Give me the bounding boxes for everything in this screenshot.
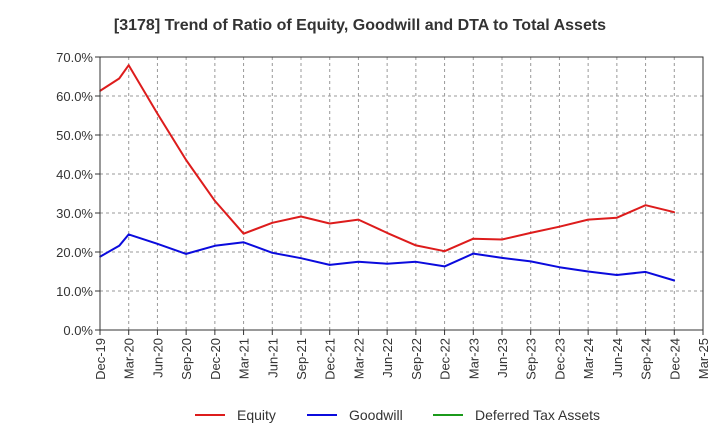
plot-frame [99, 56, 704, 331]
data-point [616, 216, 618, 219]
y-tick-label: 20.0% [56, 245, 93, 260]
legend-label: Equity [237, 407, 276, 423]
y-tick-label: 50.0% [56, 128, 93, 143]
data-point [271, 221, 274, 224]
data-point [587, 218, 589, 221]
x-tick-label: Sep-21 [294, 338, 309, 380]
data-point [156, 243, 159, 245]
series-lines [99, 64, 676, 282]
data-point [300, 257, 302, 260]
x-tick-label: Dec-23 [552, 338, 567, 380]
data-point [443, 265, 446, 268]
data-point [328, 222, 331, 225]
data-point [443, 250, 446, 253]
x-tick-label: Mar-20 [122, 338, 137, 379]
x-tick-label: Sep-22 [409, 338, 424, 380]
data-point [118, 244, 121, 247]
data-point [558, 225, 561, 228]
x-tick-label: Jun-20 [150, 338, 165, 378]
data-point [328, 264, 331, 266]
data-point [156, 112, 159, 115]
legend-label: Deferred Tax Assets [475, 407, 600, 423]
data-point [472, 252, 475, 255]
data-point [127, 233, 130, 236]
legend: Equity Goodwill Deferred Tax Assets [195, 407, 600, 423]
x-axis: Dec-19 Mar-20 Jun-20 Sep-20 Dec-20 Mar-21 Jun-… [93, 330, 711, 380]
y-tick-label: 70.0% [56, 50, 93, 65]
data-point [501, 257, 503, 259]
x-tick-label: Mar-22 [351, 338, 366, 379]
data-point [587, 270, 589, 273]
y-tick-label: 40.0% [56, 167, 93, 182]
x-tick-label: Jun-24 [610, 338, 625, 378]
data-point [357, 218, 360, 221]
y-axis: 0.0% 10.0% 20.0% 30.0% 40.0% 50.0% 60.0% 70.0% [56, 50, 100, 338]
y-tick-label: 60.0% [56, 89, 93, 104]
data-point [185, 253, 187, 255]
data-point [415, 244, 417, 247]
data-point [673, 211, 676, 214]
legend-label: Goodwill [349, 407, 403, 423]
grid-lines [100, 57, 703, 330]
data-point [644, 204, 647, 206]
x-tick-label: Mar-24 [581, 338, 596, 379]
data-point [529, 232, 532, 234]
data-point [529, 260, 532, 263]
data-point [118, 77, 121, 80]
x-tick-label: Dec-21 [323, 338, 338, 380]
x-tick-label: Dec-22 [438, 338, 453, 380]
data-point [501, 238, 503, 241]
data-point [300, 215, 302, 218]
data-point [214, 244, 216, 247]
data-point [214, 200, 216, 202]
x-tick-label: Jun-22 [380, 338, 395, 378]
data-point [644, 271, 647, 273]
x-tick-label: Sep-23 [524, 338, 539, 380]
data-point [127, 64, 130, 66]
x-tick-label: Dec-19 [93, 338, 108, 380]
data-point [673, 279, 676, 282]
data-point [242, 232, 245, 235]
x-tick-label: Sep-20 [179, 338, 194, 380]
data-point [415, 260, 417, 263]
data-point [242, 241, 245, 244]
data-point [558, 266, 561, 269]
x-tick-label: Mar-21 [237, 338, 252, 379]
y-tick-label: 0.0% [63, 323, 93, 338]
chart-title: [3178] Trend of Ratio of Equity, Goodwil… [114, 17, 606, 34]
data-point [386, 262, 388, 265]
x-tick-label: Jun-21 [265, 338, 280, 378]
y-tick-label: 30.0% [56, 206, 93, 221]
series-line-goodwill [99, 233, 675, 282]
x-tick-label: Jun-23 [495, 338, 510, 378]
data-point [472, 237, 475, 240]
data-point [386, 232, 388, 234]
x-tick-label: Sep-24 [639, 338, 654, 380]
x-tick-label: Mar-23 [466, 338, 481, 379]
data-point [357, 260, 360, 263]
x-tick-label: Dec-24 [667, 338, 682, 380]
data-point [271, 251, 274, 254]
x-tick-label: Dec-20 [208, 338, 223, 380]
x-tick-label: Mar-25 [696, 338, 711, 379]
y-tick-label: 10.0% [56, 284, 93, 299]
data-point [616, 274, 618, 276]
series-line-equity [99, 64, 675, 253]
data-point [185, 159, 187, 161]
